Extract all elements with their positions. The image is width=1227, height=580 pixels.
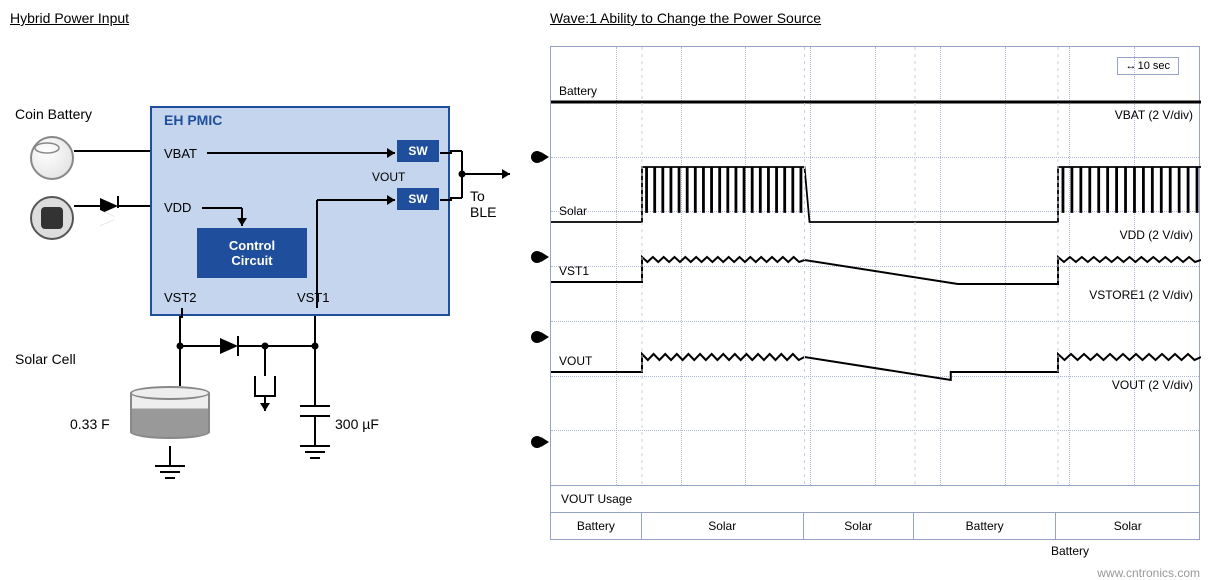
left-title: Hybrid Power Input [10, 10, 530, 26]
usage-cell: Solar [642, 513, 804, 539]
watermark: www.cntronics.com [1097, 566, 1200, 580]
channel-marker [531, 151, 543, 163]
circuit-diagram: EH PMIC VBAT VDD VST2 VST1 VOUT SW SW Co… [10, 46, 510, 526]
right-title: Wave:1 Ability to Change the Power Sourc… [550, 10, 1210, 26]
waveforms-svg [551, 47, 1201, 487]
usage-cell: Battery [551, 513, 642, 539]
usage-cell: Solar [804, 513, 914, 539]
usage-box: VOUT Usage BatterySolarSolarBatterySolar [550, 486, 1200, 540]
external-wires [10, 46, 530, 526]
usage-cell: Battery [914, 513, 1057, 539]
scope-screen: ↔ 10 sec BatteryVBAT (2 V/div)SolarVDD (… [550, 46, 1200, 486]
usage-second-label: Battery [550, 540, 1200, 558]
usage-header: VOUT Usage [551, 486, 1199, 513]
usage-row: BatterySolarSolarBatterySolar [551, 513, 1199, 539]
circuit-panel: Hybrid Power Input EH PMIC VBAT VDD VST2… [10, 10, 530, 558]
usage-cell: Solar [1056, 513, 1199, 539]
channel-marker [531, 331, 543, 343]
channel-marker [531, 251, 543, 263]
scope-panel: Wave:1 Ability to Change the Power Sourc… [550, 10, 1210, 558]
channel-marker [531, 436, 543, 448]
